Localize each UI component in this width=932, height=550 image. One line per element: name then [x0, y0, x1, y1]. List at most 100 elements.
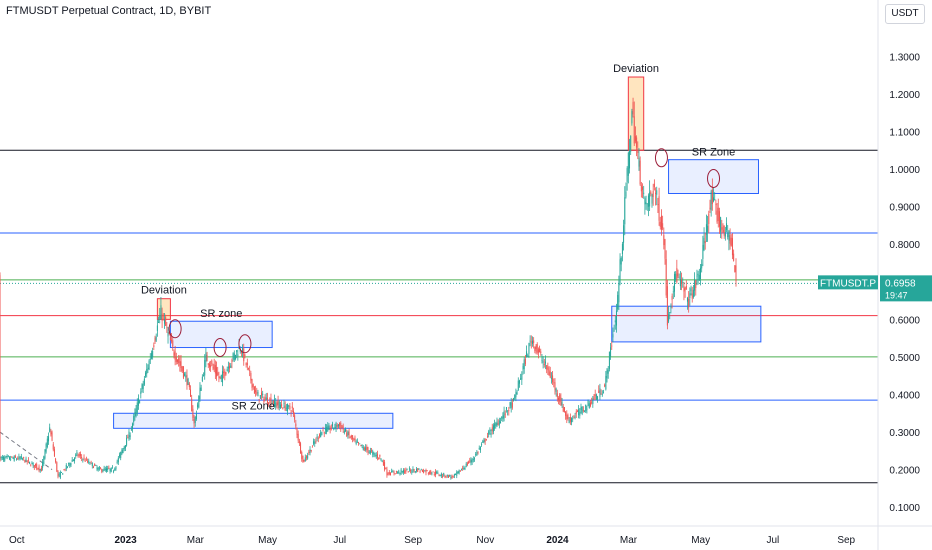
candle-body — [589, 402, 591, 407]
sr-zone-1 — [113, 412, 394, 429]
candle-body — [650, 191, 652, 194]
candle-body — [431, 473, 433, 475]
candle-body — [543, 364, 545, 366]
candle-body — [216, 367, 218, 377]
candle-body — [660, 215, 662, 230]
candle-body — [432, 471, 434, 473]
candle-body — [178, 358, 180, 364]
candle-body — [572, 418, 574, 420]
candle-body — [709, 207, 711, 209]
candle-body — [673, 274, 675, 292]
time-tick-label-6: Nov — [476, 535, 494, 546]
candle-body — [220, 374, 222, 379]
candle-body — [631, 111, 633, 124]
candle-body — [65, 464, 67, 470]
candle-body — [702, 244, 704, 259]
candle-body — [232, 353, 234, 359]
candle-body — [210, 365, 212, 368]
candle-body — [465, 463, 467, 467]
candle-body — [598, 390, 600, 393]
candle-body — [539, 348, 541, 353]
candle-body — [341, 427, 343, 429]
candle-body — [483, 439, 485, 443]
candle-body — [255, 390, 257, 393]
candle-body — [13, 456, 15, 461]
candle-body — [153, 345, 155, 347]
time-tick-label-2: Mar — [187, 535, 205, 546]
price-tick-label-7: 0.8000 — [889, 240, 920, 251]
candle-body — [552, 375, 554, 382]
candle-body — [275, 402, 277, 407]
candle-body — [607, 369, 609, 374]
candle-body — [271, 403, 273, 405]
candle-body — [469, 460, 471, 462]
candle-body — [198, 396, 200, 408]
candle-body — [140, 391, 142, 394]
candle-body — [458, 469, 460, 474]
candle-body — [730, 237, 732, 246]
candle-body — [546, 365, 548, 370]
candle-body — [332, 423, 334, 427]
candle-body — [27, 459, 29, 461]
candle-body — [460, 469, 462, 471]
candle-body — [84, 460, 86, 462]
candle-body — [26, 460, 28, 462]
candle-body — [439, 475, 441, 477]
candle-body — [340, 422, 342, 430]
candle-body — [371, 450, 373, 452]
currency-button[interactable]: USDT — [885, 4, 925, 24]
candle-body — [632, 102, 634, 115]
candle-body — [339, 422, 341, 426]
candle-body — [277, 399, 279, 405]
candle-body — [49, 427, 51, 432]
candle-body — [142, 383, 144, 389]
candle-body — [75, 454, 77, 457]
candle-body — [237, 354, 239, 357]
candle-body — [434, 471, 436, 475]
candle-body — [594, 394, 596, 397]
candle-body — [42, 461, 44, 469]
candle-body — [256, 392, 258, 394]
candle-body — [50, 430, 52, 435]
candle-body — [549, 371, 551, 378]
candle-body — [401, 470, 403, 472]
candle-body — [110, 467, 112, 472]
candle-body — [492, 425, 494, 432]
candle-body — [406, 469, 408, 471]
candle-body — [304, 457, 306, 462]
candle-body — [5, 456, 7, 457]
candle-body — [25, 458, 27, 462]
candle-body — [471, 460, 473, 463]
candle-body — [174, 351, 176, 360]
candle-body — [614, 320, 616, 323]
candle-body — [599, 388, 601, 397]
candle-body — [192, 408, 194, 418]
candle-body — [676, 268, 678, 282]
candle-body — [671, 296, 673, 300]
candle-body — [690, 288, 692, 292]
highlight-ellipse-1 — [213, 338, 227, 358]
candle-body — [37, 468, 39, 470]
candle-body — [502, 415, 504, 420]
candle-body — [420, 469, 422, 471]
candle-body — [44, 449, 46, 459]
candle-body — [303, 459, 305, 462]
candle-body — [296, 427, 298, 435]
candle-body — [646, 203, 648, 205]
candle-body — [463, 467, 465, 470]
candle-body — [385, 467, 387, 469]
sr-zone-label-0: SR zone — [200, 308, 242, 320]
candle-body — [658, 196, 660, 221]
candle-body — [715, 203, 717, 206]
candle-body — [419, 471, 421, 472]
candle-body — [727, 233, 729, 238]
price-tag-value: 0.6958 — [885, 278, 916, 289]
candle-body — [346, 432, 348, 436]
candle-body — [668, 314, 670, 322]
candle-body — [659, 221, 661, 227]
candle-body — [619, 259, 621, 283]
candle-body — [697, 273, 699, 276]
candle-body — [186, 374, 188, 386]
candle-body — [653, 183, 655, 187]
